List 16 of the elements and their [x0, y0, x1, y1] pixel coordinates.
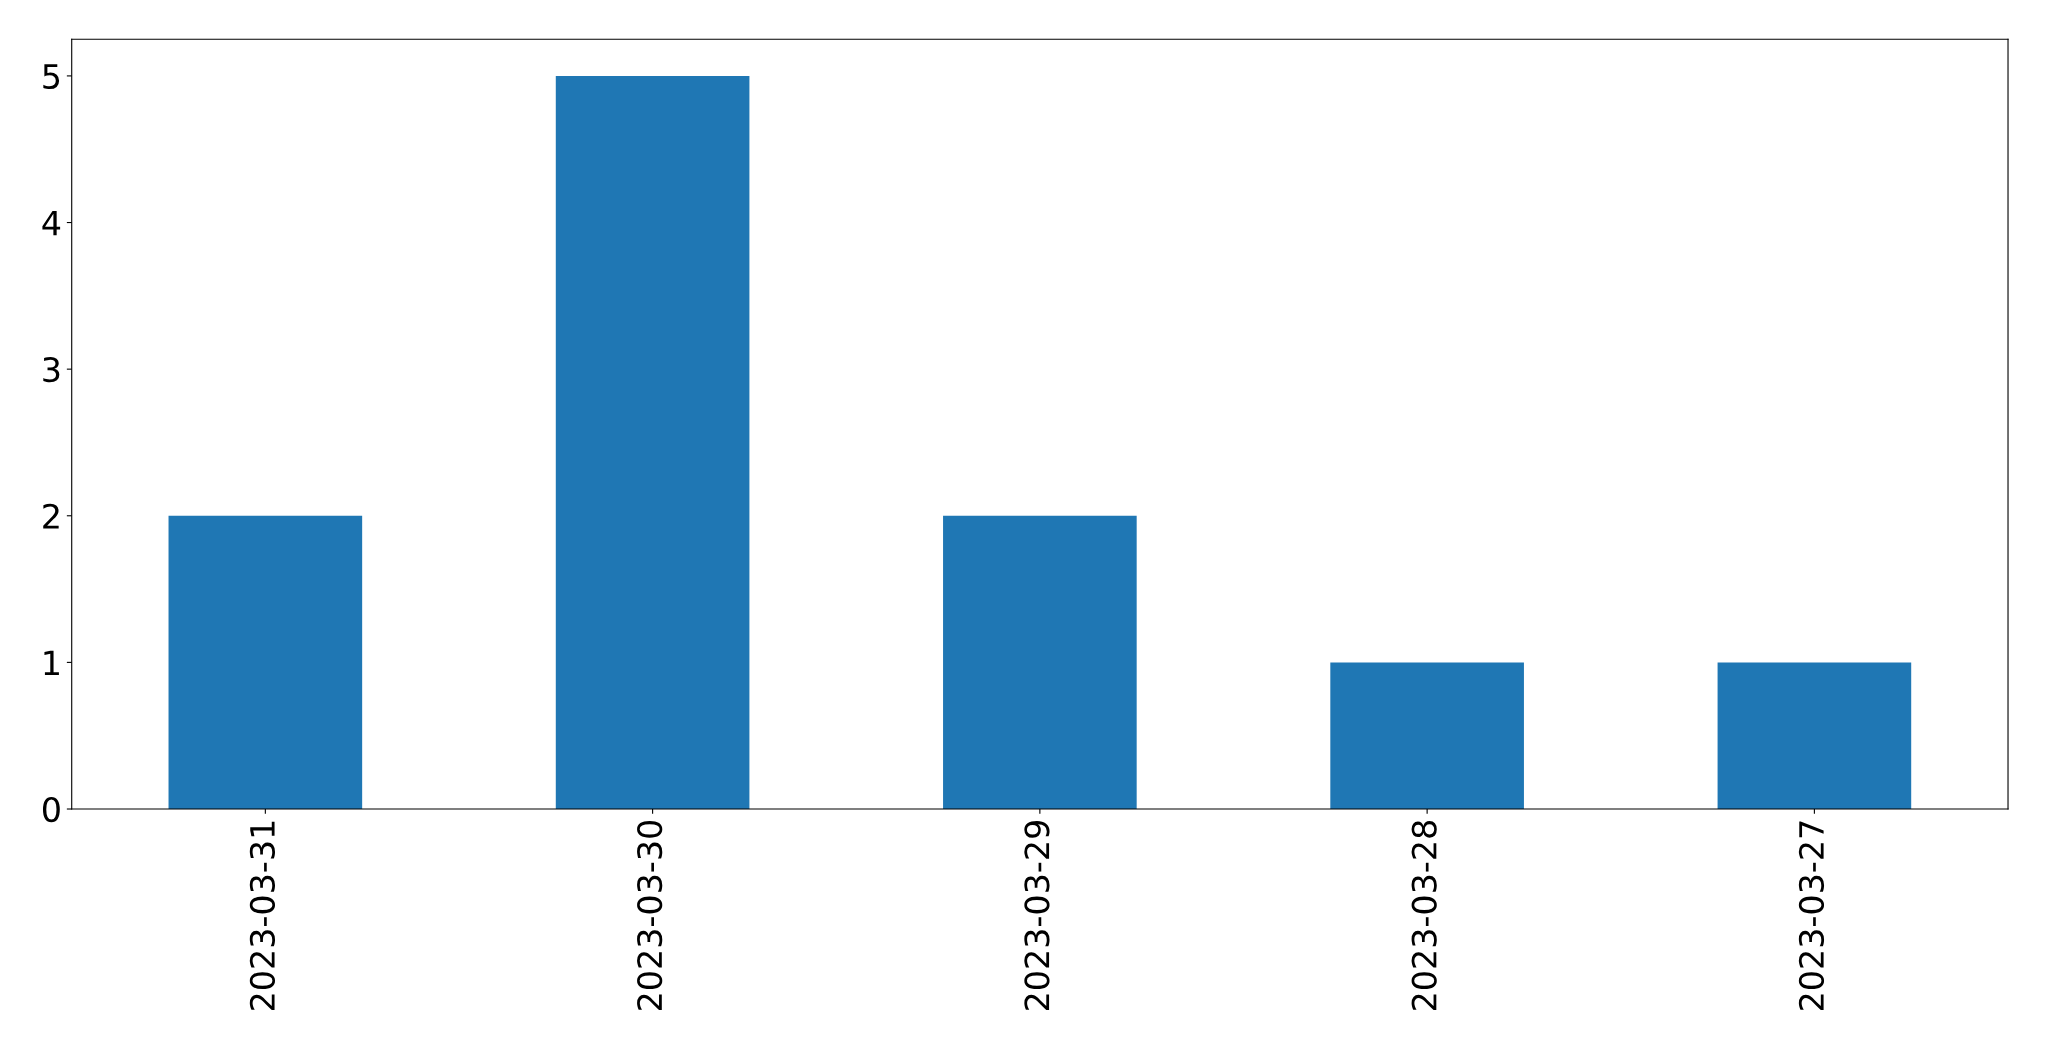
y-tick-label: 4: [42, 210, 61, 236]
y-tick-label: 5: [43, 64, 60, 90]
y-tick-label: 3: [43, 357, 60, 383]
y-tick-label: 1: [44, 650, 59, 676]
bar: [1717, 662, 1912, 810]
y-tick-label: 2: [43, 503, 59, 529]
bar: [1330, 662, 1524, 810]
bar: [555, 75, 750, 810]
x-tick-label: 2023-03-29: [1024, 821, 1050, 1011]
x-tick-label: 2023-03-27: [1798, 821, 1825, 1011]
x-tick-label: 2023-03-30: [637, 820, 663, 1011]
x-tick-label: 2023-03-31: [249, 821, 276, 1011]
bar: [943, 515, 1137, 810]
y-tick-label: 0: [42, 796, 60, 823]
bar: [168, 515, 363, 810]
x-tick-label: 2023-03-28: [1411, 821, 1437, 1011]
